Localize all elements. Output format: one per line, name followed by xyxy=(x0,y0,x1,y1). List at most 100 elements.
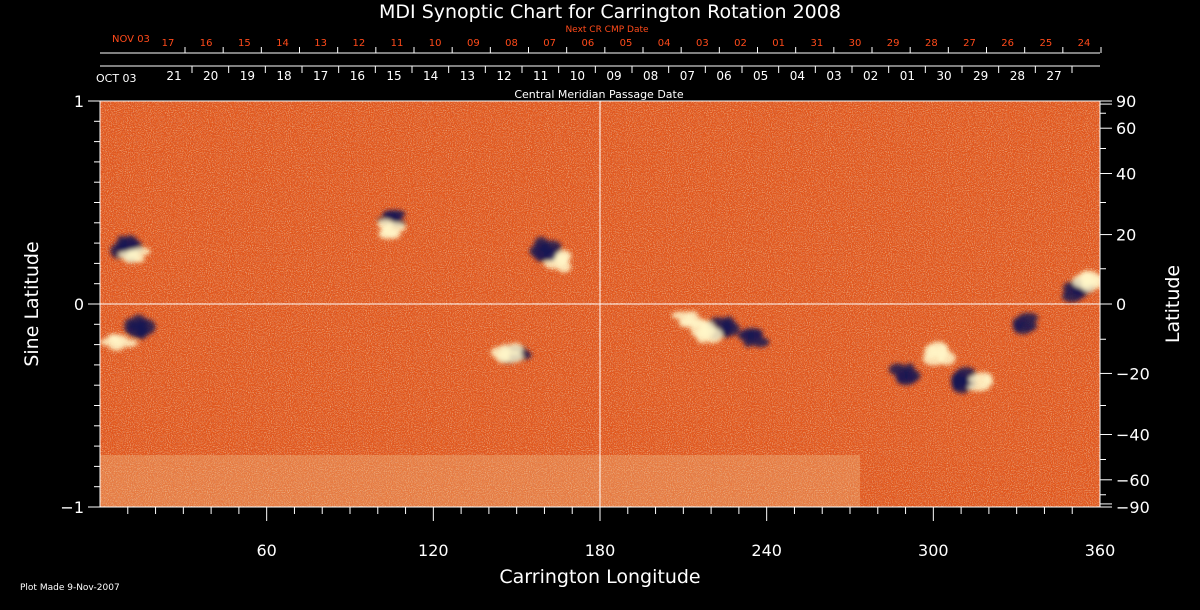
mid-date-label: 07 xyxy=(680,69,695,83)
mid-date-label: 19 xyxy=(240,69,255,83)
top-date-label: 14 xyxy=(276,38,289,49)
mid-date-label: 28 xyxy=(1010,69,1025,83)
negative-flux-patch xyxy=(904,369,921,382)
positive-flux-patch xyxy=(699,319,710,336)
mid-axis-start-label: OCT 03 xyxy=(96,72,137,85)
y-right-tick-label: −40 xyxy=(1116,425,1150,444)
top-date-label: 15 xyxy=(238,38,251,49)
mid-date-label: 11 xyxy=(533,69,548,83)
positive-flux-patch xyxy=(123,255,140,264)
mid-date-label: 04 xyxy=(790,69,805,83)
top-date-label: 04 xyxy=(658,38,671,49)
negative-flux-patch xyxy=(1018,312,1039,323)
negative-flux-patch xyxy=(1063,282,1076,295)
top-date-label: 30 xyxy=(849,38,862,49)
top-date-label: 28 xyxy=(925,38,938,49)
negative-flux-patch xyxy=(888,363,907,376)
plot-footnote: Plot Made 9-Nov-2007 xyxy=(20,583,120,593)
mid-date-label: 30 xyxy=(936,69,951,83)
y-axis-left-label: Sine Latitude xyxy=(21,241,43,366)
positive-flux-patch xyxy=(490,346,511,359)
top-date-label: 25 xyxy=(1039,38,1052,49)
negative-flux-patch xyxy=(1012,320,1023,331)
chart-title: MDI Synoptic Chart for Carrington Rotati… xyxy=(379,1,841,23)
negative-flux-patch xyxy=(385,209,406,218)
y-right-tick-label: 90 xyxy=(1116,92,1136,111)
y-left-tick-label: 1 xyxy=(74,92,84,111)
mid-date-label: 10 xyxy=(570,69,585,83)
y-left-tick-label: 0 xyxy=(74,295,84,314)
mid-date-label: 13 xyxy=(460,69,475,83)
x-tick-label: 360 xyxy=(1085,541,1116,560)
x-tick-label: 120 xyxy=(418,541,449,560)
positive-flux-patch xyxy=(559,253,570,266)
x-tick-label: 240 xyxy=(751,541,782,560)
negative-flux-patch xyxy=(544,247,557,262)
top-date-label: 29 xyxy=(887,38,900,49)
positive-flux-patch xyxy=(686,311,699,320)
positive-flux-patch xyxy=(132,247,151,256)
y-axis-right: 90 60 40 20 0 −20 −40 −60 −90 xyxy=(1100,92,1150,517)
top-date-label: 31 xyxy=(810,38,823,49)
x-axis-label: Carrington Longitude xyxy=(499,566,700,588)
y-right-tick-label: 20 xyxy=(1116,226,1136,245)
y-right-tick-label: −20 xyxy=(1116,364,1150,383)
top-date-label: 02 xyxy=(734,38,747,49)
top-date-label: 12 xyxy=(352,38,365,49)
mid-date-label: 20 xyxy=(203,69,218,83)
x-tick-label: 300 xyxy=(918,541,949,560)
positive-flux-patch xyxy=(967,383,990,392)
top-date-label: 07 xyxy=(543,38,556,49)
top-date-label: 26 xyxy=(1001,38,1014,49)
mid-date-label: 21 xyxy=(166,69,181,83)
mid-date-label: 05 xyxy=(753,69,768,83)
mid-date-label: 01 xyxy=(900,69,915,83)
top-date-label: 01 xyxy=(772,38,785,49)
y-right-tick-label: 60 xyxy=(1116,119,1136,138)
mid-date-label: 06 xyxy=(716,69,731,83)
mid-axis-title: Central Meridian Passage Date xyxy=(514,88,683,101)
positive-flux-patch xyxy=(937,351,956,366)
y-right-tick-label: 0 xyxy=(1116,295,1126,314)
top-date-label: 27 xyxy=(963,38,976,49)
y-axis-right-label: Latitude xyxy=(1162,265,1184,343)
top-date-label: 08 xyxy=(505,38,518,49)
mid-date-label: 03 xyxy=(826,69,841,83)
mid-date-label: 08 xyxy=(643,69,658,83)
y-left-tick-label: −1 xyxy=(60,498,84,517)
top-date-label: 09 xyxy=(467,38,480,49)
top-axis-title: Next CR CMP Date xyxy=(565,25,649,35)
positive-flux-patch xyxy=(384,222,407,233)
mid-date-label: 16 xyxy=(350,69,365,83)
next-cr-date-axis: 17 16 15 14 13 12 11 10 09 08 07 06 05 04 03 02 01 31 30 29… xyxy=(100,38,1102,54)
mid-date-label: 14 xyxy=(423,69,438,83)
top-date-label: 03 xyxy=(696,38,709,49)
top-date-label: 13 xyxy=(314,38,327,49)
y-axis-left: 1 0 −1 xyxy=(60,92,100,517)
y-right-tick-label: −60 xyxy=(1116,471,1150,490)
positive-flux-patch xyxy=(109,334,128,343)
negative-flux-patch xyxy=(951,377,972,394)
x-axis: 60 120 180 240 300 360 xyxy=(127,507,1116,560)
mid-date-label: 18 xyxy=(276,69,291,83)
positive-flux-patch xyxy=(671,311,692,320)
top-date-label: 10 xyxy=(429,38,442,49)
top-date-label: 05 xyxy=(620,38,633,49)
mid-date-label: 12 xyxy=(496,69,511,83)
negative-flux-patch xyxy=(748,330,763,341)
positive-flux-patch xyxy=(1079,270,1094,285)
mid-date-label: 29 xyxy=(973,69,988,83)
top-date-label: 17 xyxy=(162,38,175,49)
top-date-label: 06 xyxy=(581,38,594,49)
top-date-label: 16 xyxy=(200,38,213,49)
mid-date-label: 15 xyxy=(386,69,401,83)
x-tick-label: 180 xyxy=(585,541,616,560)
mid-date-label: 27 xyxy=(1046,69,1061,83)
top-axis-start-label: NOV 03 xyxy=(112,34,150,45)
y-right-tick-label: 40 xyxy=(1116,165,1136,184)
y-right-tick-label: −90 xyxy=(1116,498,1150,517)
top-date-label: 24 xyxy=(1078,38,1091,49)
mid-date-label: 09 xyxy=(606,69,621,83)
cmp-date-axis: 21 20 19 18 17 16 15 14 13 12 11 10 09 08 07 06 05 04 03 02… xyxy=(100,65,1100,83)
